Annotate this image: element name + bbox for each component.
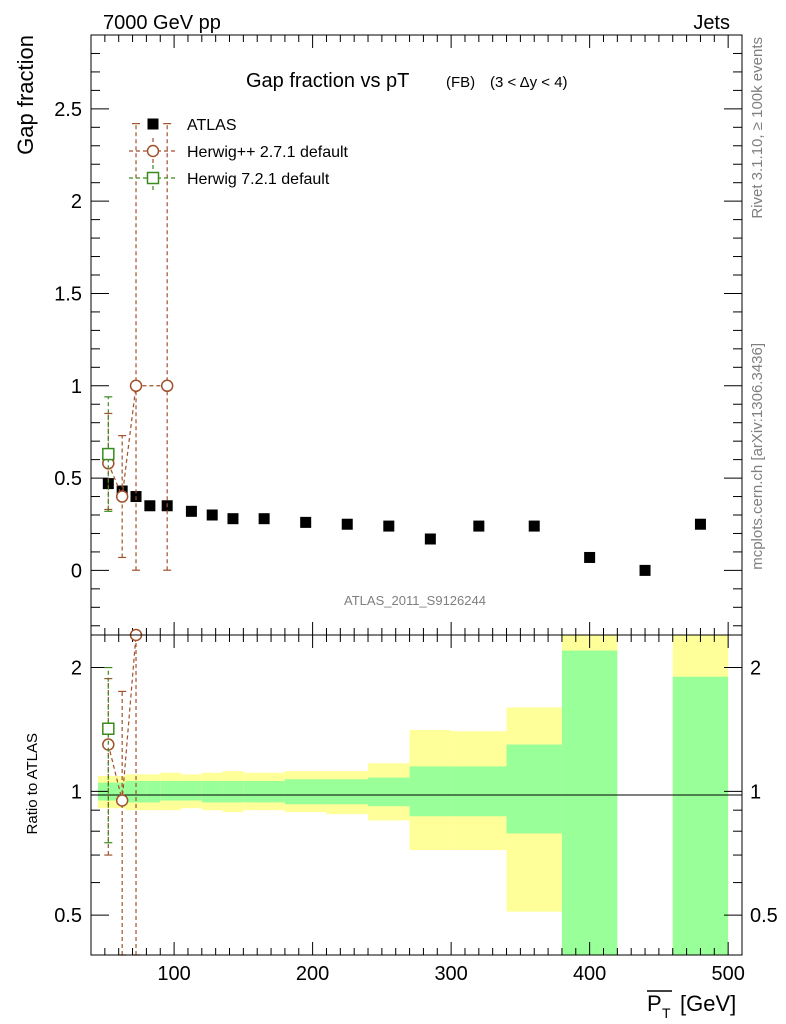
main-series [102,123,706,576]
y-tick-label: 0 [71,560,82,582]
ratio-y-tick-label-right: 1 [750,781,761,803]
ratio-series [102,628,143,956]
y-tick-label: 0.5 [54,468,82,490]
atlas-data-point [383,520,395,532]
atlas-data-point [102,478,114,490]
x-tick-label: 300 [434,963,467,985]
ratio-stat-band [243,780,285,803]
main-panel: 0 0.5 1 1.5 2 2.5 Gap fraction vs pT (FB) (3 … [54,34,743,636]
ratio-ticks: 100 200 300 400 500 0.5 0.5 1 1 2 2 [54,635,778,985]
ratio-panel: 100 200 300 400 500 0.5 0.5 1 1 2 2 [54,628,778,985]
x-axis-label-main: P [647,991,662,1016]
analysis-watermark: ATLAS_2011_S9126244 [344,593,486,608]
legend-label: ATLAS [187,117,237,134]
ratio-stat-band [561,650,618,955]
data-point-circle [129,379,143,393]
ratio-stat-band [506,744,562,834]
ratio-y-tick-label: 0.5 [54,905,82,927]
atlas-data-point [144,500,156,512]
y-axis-label-main: Gap fraction [13,35,38,155]
y-tick-label: 2 [71,191,82,213]
atlas-data-point [694,518,706,530]
legend-marker-square [146,171,160,185]
legend-label: Herwig++ 2.7.1 default [187,144,349,161]
data-point-square [102,447,115,461]
y-tick-label: 2.5 [54,99,82,121]
ratio-stat-band [146,780,161,803]
energy-label: 7000 GeV pp [103,12,221,34]
x-axis-label: P T [GeV] [647,990,736,1021]
x-tick-label: 400 [573,963,606,985]
atlas-data-point [341,518,353,530]
plot-title: Gap fraction vs pT (FB) (3 < Δy < 4) [246,70,568,92]
data-point-circle [160,379,174,393]
x-tick-label: 100 [157,963,190,985]
ratio-stat-band [181,780,202,801]
data-point-circle [115,490,129,503]
ratio-stat-band [160,780,182,801]
atlas-data-point [206,509,218,521]
data-point-circle [115,794,129,807]
y-axis-label-ratio: Ratio to ATLAS [24,733,41,834]
atlas-data-point [473,520,485,532]
rivet-label: Rivet 3.1.10, ≥ 100k events [749,37,766,219]
atlas-data-point [227,513,239,525]
atlas-data-point [185,505,197,517]
legend-marker-atlas [147,118,159,130]
x-axis-label-sub: T [662,1005,671,1021]
plot-title-main: Gap fraction vs pT [246,70,409,92]
main-ticks: 0 0.5 1 1.5 2 2.5 [54,35,742,635]
data-point-square [102,722,115,735]
ratio-y-tick-label: 1 [71,781,82,803]
ratio-stat-band [409,766,452,817]
ratio-stat-band [222,780,244,803]
ratio-stat-band [284,779,327,805]
plot-title-sub: (FB) [446,74,475,91]
mcplots-label: mcplots.cern.ch [arXiv:1306.3436] [749,343,766,570]
ratio-stat-band [326,779,369,805]
atlas-data-point [528,520,540,532]
atlas-data-point [584,551,596,563]
ratio-stat-band [201,780,223,803]
atlas-data-point [258,513,270,525]
x-tick-label: 200 [296,963,329,985]
legend: ATLAS Herwig++ 2.7.1 default Herwig 7.2.1 … [129,117,349,191]
ratio-stat-band [368,777,410,807]
y-tick-label: 1 [71,376,82,398]
ratio-y-tick-label: 2 [71,658,82,680]
y-tick-label: 1.5 [54,283,82,305]
x-tick-label: 500 [711,963,744,985]
x-axis-label-unit: [GeV] [680,991,736,1016]
ratio-y-tick-label-right: 0.5 [750,905,778,927]
ratio-stat-band [451,766,507,817]
plot-title-range: (3 < Δy < 4) [490,74,568,91]
atlas-data-point [300,516,312,528]
ratio-frame [90,634,743,956]
legend-marker-circle [146,144,160,158]
series-line [107,385,168,499]
legend-label: Herwig 7.2.1 default [187,171,330,188]
ratio-y-tick-label-right: 2 [750,658,761,680]
ratio-stat-band [672,676,729,955]
process-label: Jets [693,12,730,34]
atlas-data-point [424,533,436,545]
atlas-data-point [639,564,651,576]
